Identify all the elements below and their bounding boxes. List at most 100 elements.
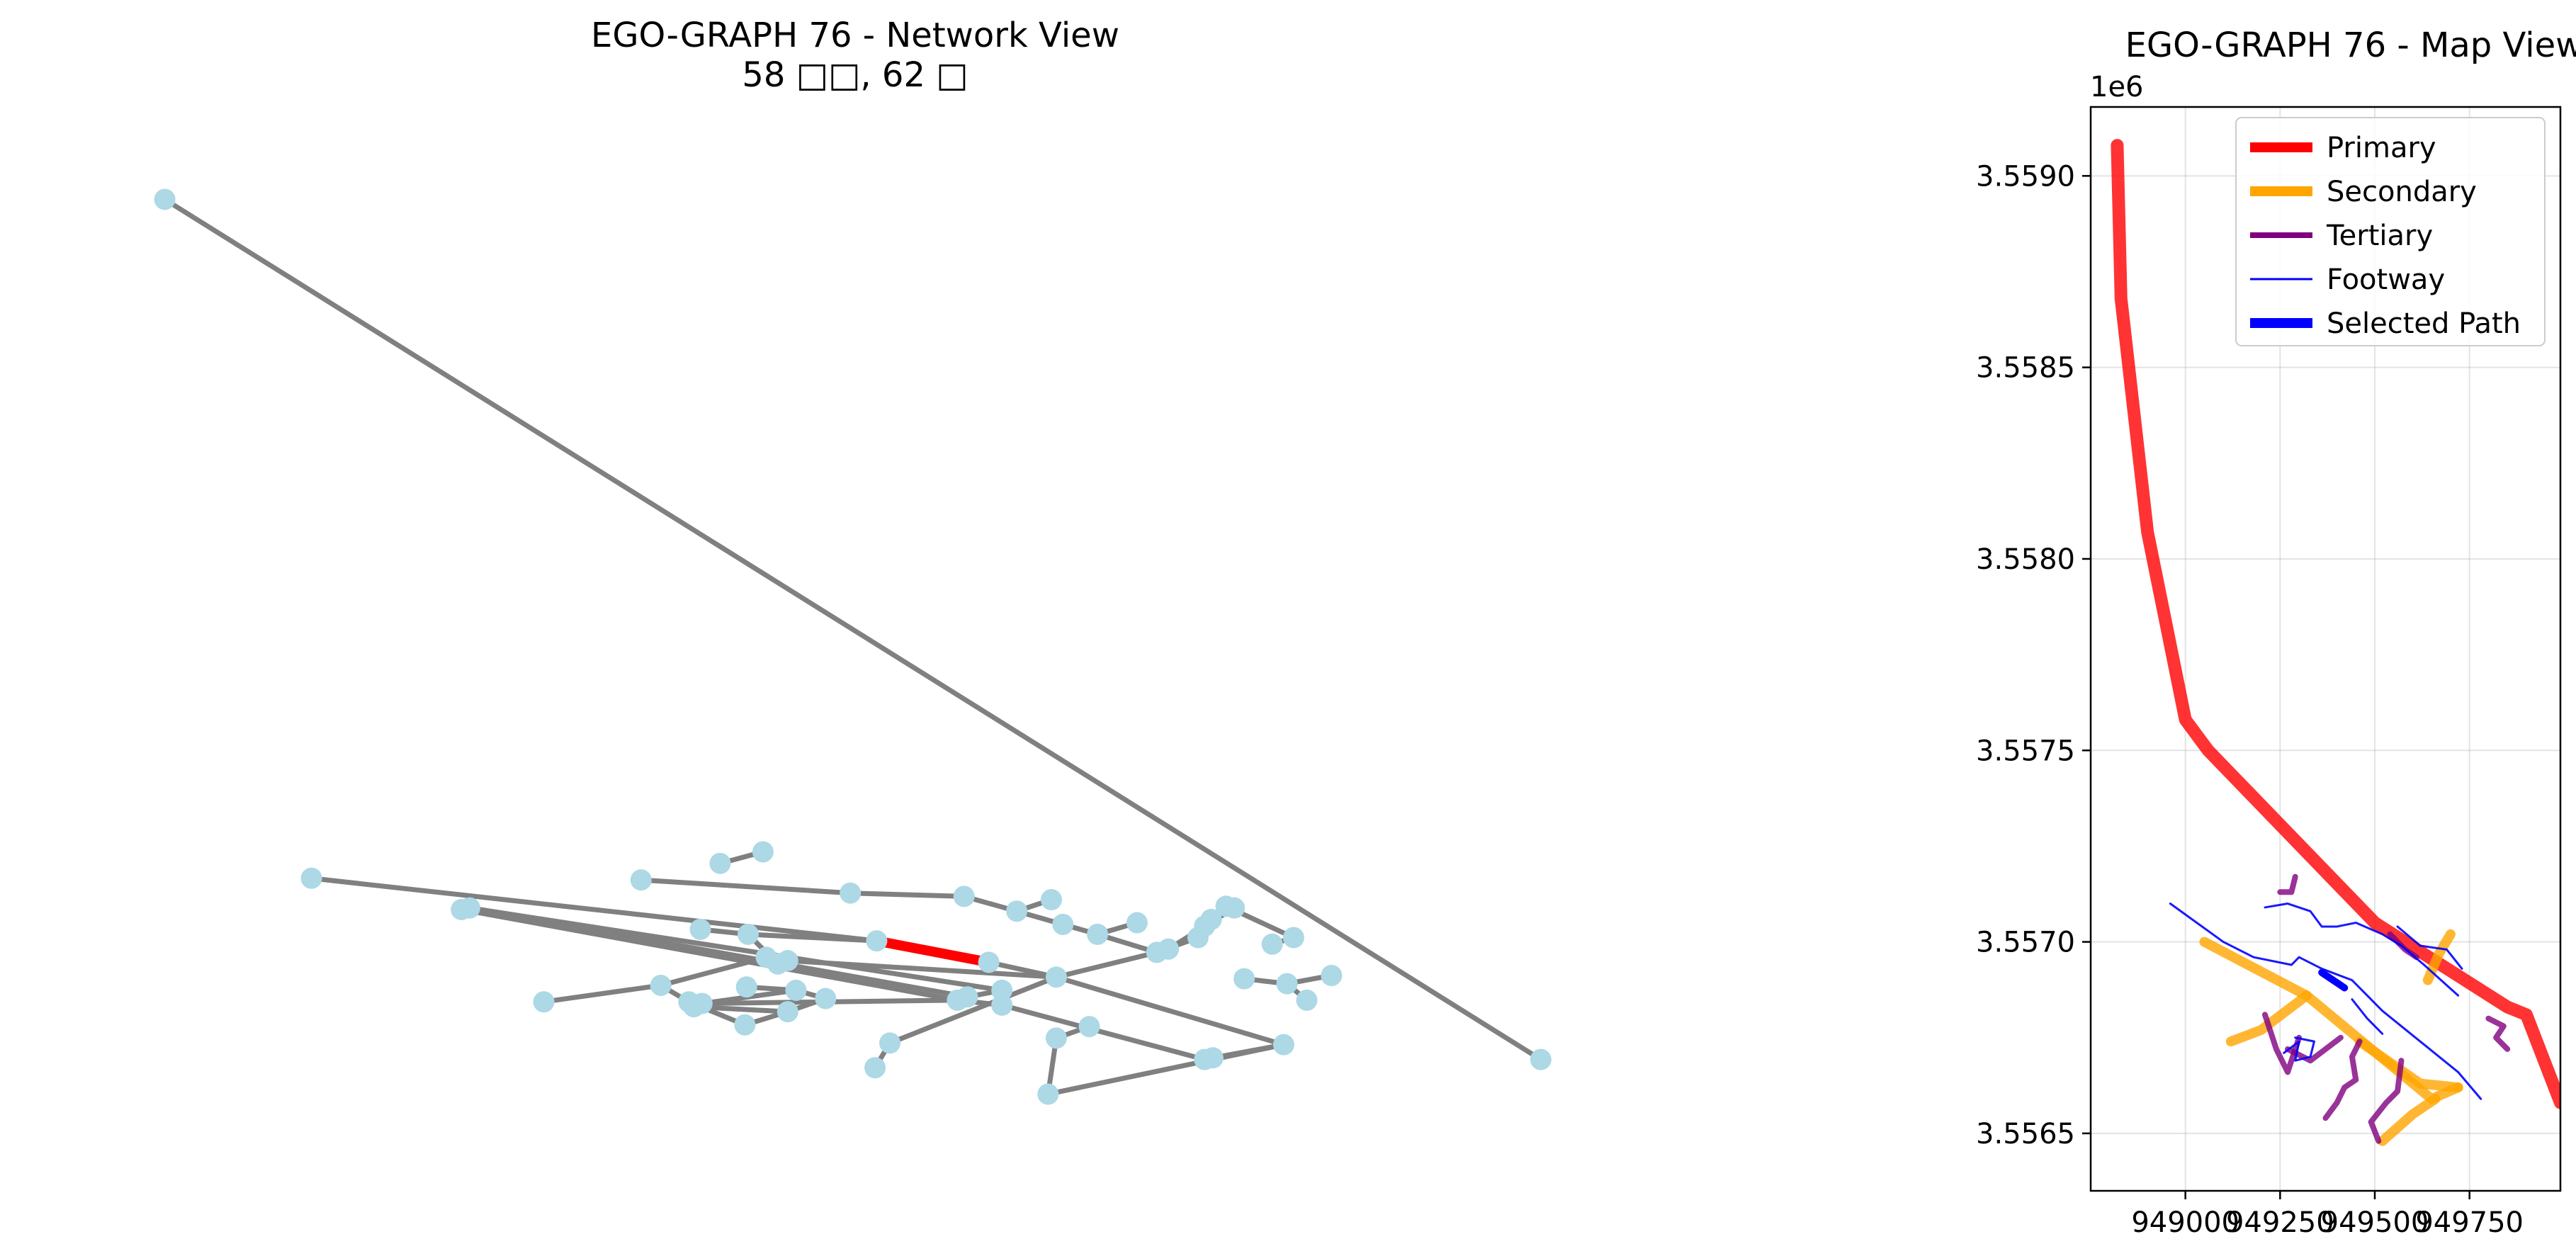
network-node <box>1126 912 1148 934</box>
tertiary-line <box>2485 1015 2511 1052</box>
network-node <box>650 974 672 996</box>
network-node <box>864 1057 886 1079</box>
network-node <box>752 841 774 863</box>
network-edge <box>986 959 1059 980</box>
secondary-line <box>2354 1036 2463 1093</box>
x-tick-label: 949000 <box>2131 1206 2239 1239</box>
network-node <box>1282 927 1304 949</box>
tertiary-line <box>2261 1012 2303 1075</box>
map-legend: Primary Secondary Tertiary Footway Selected … <box>2235 117 2546 346</box>
map-view-panel: EGO-GRAPH 76 - Map View 1e6 949000949250… <box>1976 26 2576 1239</box>
network-selected-edge <box>876 936 990 968</box>
network-node <box>1087 923 1109 945</box>
network-node <box>154 188 176 210</box>
network-node <box>776 1001 798 1023</box>
network-node <box>956 986 978 1008</box>
legend-label: Tertiary <box>2326 220 2433 252</box>
network-node <box>1261 933 1283 955</box>
network-view-panel: EGO-GRAPH 76 - Network View 58 □□, 62 □ <box>154 16 1552 1105</box>
tertiary-line <box>2285 1034 2344 1064</box>
network-edge <box>1053 974 1287 1048</box>
tertiary-line <box>2277 873 2298 895</box>
network-view-title: EGO-GRAPH 76 - Network View <box>591 16 1119 55</box>
network-node <box>1276 973 1298 995</box>
network-edge <box>1053 949 1160 980</box>
selected-path-line <box>2318 968 2349 992</box>
y-tick-label: 3.5585 <box>1976 352 2075 385</box>
network-node <box>991 994 1013 1016</box>
network-edge <box>309 876 879 944</box>
x-tick-label: 949500 <box>2321 1206 2429 1239</box>
network-node <box>738 923 759 945</box>
legend-box <box>2235 117 2546 346</box>
network-node <box>1037 1083 1059 1105</box>
y-tick-label: 3.5575 <box>1976 735 2075 767</box>
network-node <box>785 979 807 1001</box>
secondary-line <box>2225 990 2312 1047</box>
y-tick-label: 3.5565 <box>1976 1118 2075 1150</box>
network-node <box>1321 964 1343 986</box>
network-node <box>1052 913 1074 935</box>
y-tick-label: 3.5580 <box>1976 543 2075 576</box>
y-tick-label: 3.5570 <box>1976 927 2075 959</box>
network-node <box>1045 966 1067 988</box>
map-axes-frame <box>2089 106 2562 1192</box>
network-edge <box>458 907 960 1003</box>
network-node <box>840 882 862 904</box>
network-edges <box>162 196 1544 1097</box>
network-node <box>691 992 713 1014</box>
secondary-line <box>2377 1094 2441 1146</box>
network-edge <box>785 958 1059 980</box>
network-node <box>1158 938 1180 960</box>
footway-line <box>2169 903 2482 1100</box>
y-tick-label: 3.5590 <box>1976 160 2075 193</box>
network-view-subtitle: 58 □□, 62 □ <box>742 55 968 95</box>
network-node <box>1006 900 1028 922</box>
map-series <box>2111 139 2560 1146</box>
secondary-line <box>2199 937 2463 1104</box>
tertiary-line <box>2368 1058 2405 1144</box>
network-node <box>458 897 480 919</box>
network-node <box>735 976 757 998</box>
network-nodes <box>154 188 1552 1105</box>
network-node <box>300 867 322 889</box>
network-edge <box>541 983 664 1005</box>
network-node <box>1078 1016 1100 1038</box>
selected-edge <box>876 936 990 968</box>
network-node <box>776 950 798 972</box>
network-edge <box>999 1002 1207 1063</box>
y-axis-ticks: 3.5565 3.5570 3.5575 3.5580 3.5585 3.5590 <box>1976 160 2091 1150</box>
network-edge <box>162 196 1544 1063</box>
network-node <box>953 886 975 907</box>
primary-line <box>2111 139 2560 1109</box>
network-edge <box>1045 1042 1287 1097</box>
network-edge <box>887 974 1059 1046</box>
network-node <box>533 991 555 1013</box>
network-edge <box>467 905 1005 993</box>
network-node <box>978 951 1000 973</box>
network-edge <box>638 877 853 896</box>
network-node <box>1200 908 1222 930</box>
network-node <box>866 930 888 952</box>
footway-line <box>2351 998 2384 1035</box>
network-node <box>1530 1048 1552 1070</box>
network-node <box>1233 968 1255 990</box>
network-node <box>630 869 652 891</box>
legend-label: Selected Path <box>2327 307 2521 340</box>
tertiary-line <box>2322 1039 2363 1121</box>
network-node <box>1040 888 1062 910</box>
network-node <box>1202 1047 1224 1069</box>
network-node <box>734 1014 756 1036</box>
x-tick-label: 949250 <box>2226 1206 2334 1239</box>
legend-label: Footway <box>2327 264 2445 296</box>
network-node <box>1296 989 1318 1011</box>
network-node <box>815 988 837 1009</box>
footway-line <box>2283 1036 2315 1062</box>
x-tick-label: 949750 <box>2415 1206 2524 1239</box>
legend-label: Secondary <box>2327 176 2477 208</box>
network-edge <box>658 954 769 988</box>
footway-line <box>2396 925 2463 970</box>
network-edge <box>745 932 879 944</box>
